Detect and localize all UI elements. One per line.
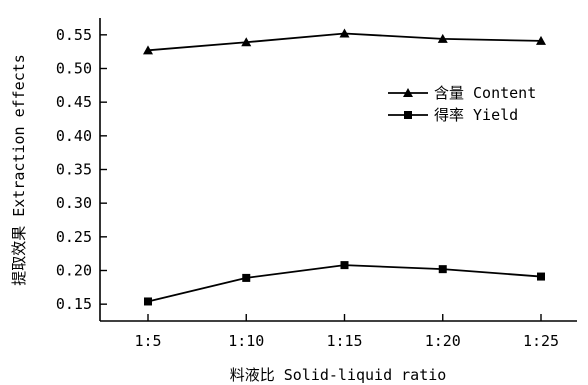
x-tick-label: 1:25 — [523, 332, 559, 350]
legend-content-triangle-marker — [403, 88, 413, 97]
x-tick-label: 1:15 — [326, 332, 362, 350]
series-yield-line — [147, 264, 542, 303]
y-tick-label: 0.15 — [56, 295, 92, 313]
series-yield-point — [537, 272, 545, 281]
series-layer — [143, 28, 546, 306]
x-axis-title: 料液比 Solid-liquid ratio — [230, 366, 447, 384]
y-ticks: 0.15 0.20 0.25 0.30 0.35 0.40 0.45 0.50 0.55 — [56, 26, 107, 313]
y-tick-label: 0.25 — [56, 228, 92, 246]
x-tick-label: 1:20 — [425, 332, 461, 350]
x-tick-label: 1:10 — [228, 332, 264, 350]
legend-yield-label: 得率 Yield — [434, 106, 518, 124]
y-tick-label: 0.30 — [56, 194, 92, 212]
y-tick-label: 0.20 — [56, 262, 92, 280]
series-yield-point — [340, 261, 349, 270]
series-yield-point — [438, 265, 447, 274]
y-tick-label: 0.40 — [56, 127, 92, 145]
series-content-point — [437, 33, 448, 43]
legend-content-label: 含量 Content — [434, 84, 536, 102]
axes — [99, 18, 577, 322]
series-content-point — [143, 45, 153, 55]
series-content-point — [241, 37, 252, 47]
legend-yield-square-marker — [404, 111, 412, 119]
y-tick-label: 0.45 — [56, 93, 92, 111]
y-axis-title: 提取效果 Extraction effects — [10, 54, 28, 286]
legend: 含量 Content 得率 Yield — [388, 84, 536, 124]
series-content-point — [536, 35, 546, 45]
x-ticks: 1:5 1:10 1:15 1:20 1:25 — [134, 314, 559, 350]
series-content-point — [339, 28, 350, 38]
series-yield-point — [242, 273, 251, 282]
y-tick-label: 0.55 — [56, 26, 92, 44]
series-yield-point — [144, 297, 152, 306]
y-tick-label: 0.35 — [56, 161, 92, 179]
y-tick-label: 0.50 — [56, 60, 92, 78]
x-tick-label: 1:5 — [134, 332, 161, 350]
